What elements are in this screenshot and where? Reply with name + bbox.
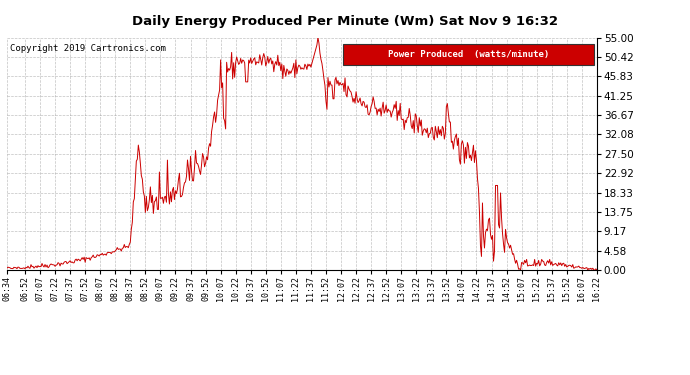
Text: Copyright 2019 Cartronics.com: Copyright 2019 Cartronics.com [10,45,166,54]
Text: Daily Energy Produced Per Minute (Wm) Sat Nov 9 16:32: Daily Energy Produced Per Minute (Wm) Sa… [132,15,558,28]
Text: Power Produced  (watts/minute): Power Produced (watts/minute) [388,51,549,59]
FancyBboxPatch shape [343,45,594,65]
